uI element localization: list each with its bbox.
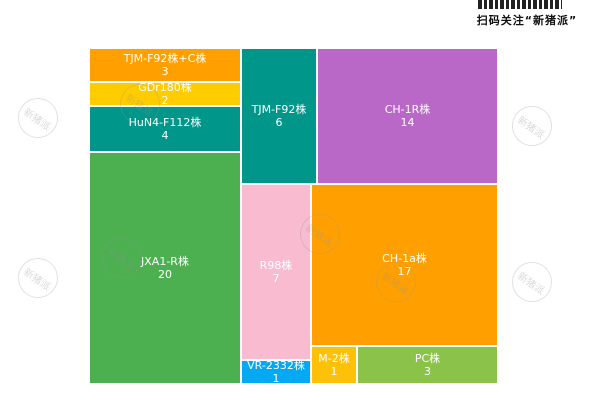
treemap-tile[interactable]: CH-1R株 14 bbox=[317, 48, 498, 184]
tile-label: R98株 bbox=[259, 259, 293, 272]
tile-value: 3 bbox=[161, 65, 169, 78]
qr-code-icon bbox=[478, 0, 562, 9]
tile-value: 14 bbox=[400, 116, 415, 129]
tile-label: M-2株 bbox=[318, 352, 350, 365]
tile-label: GDr180株 bbox=[138, 82, 192, 94]
treemap-tile[interactable]: HuN4-F112株 4 bbox=[89, 106, 241, 152]
treemap-tile[interactable]: GDr180株 2 bbox=[89, 82, 241, 106]
tile-value: 17 bbox=[397, 265, 412, 278]
treemap-tile[interactable]: CH-1a株 17 bbox=[311, 184, 498, 346]
tile-value: 7 bbox=[272, 272, 280, 285]
tile-label: TJM-F92株 bbox=[251, 103, 307, 116]
tile-value: 1 bbox=[272, 372, 280, 384]
treemap-tile[interactable]: VR-2332株 1 bbox=[241, 360, 311, 384]
tile-label: CH-1R株 bbox=[384, 103, 431, 116]
treemap-tile[interactable]: M-2株 1 bbox=[311, 346, 357, 384]
tile-value: 3 bbox=[424, 365, 431, 378]
qr-caption: 扫码关注“新猪派” bbox=[476, 14, 578, 27]
treemap-tile[interactable]: TJM-F92株+C株 3 bbox=[89, 48, 241, 82]
tile-value: 4 bbox=[161, 129, 169, 142]
tile-label: HuN4-F112株 bbox=[128, 116, 202, 129]
tile-value: 20 bbox=[158, 268, 172, 281]
treemap-tile[interactable]: TJM-F92株 6 bbox=[241, 48, 317, 184]
treemap-tile[interactable]: PC株 3 bbox=[357, 346, 498, 384]
tile-value: 2 bbox=[161, 94, 169, 106]
tile-label: JXA1-R株 bbox=[141, 255, 189, 268]
treemap-tile[interactable]: R98株 7 bbox=[241, 184, 311, 360]
treemap-tile[interactable]: JXA1-R株 20 bbox=[89, 152, 241, 384]
tile-label: TJM-F92株+C株 bbox=[123, 52, 207, 65]
tile-label: PC株 bbox=[414, 352, 441, 365]
tile-label: CH-1a株 bbox=[382, 252, 427, 265]
tile-label: VR-2332株 bbox=[247, 360, 305, 372]
tile-value: 6 bbox=[275, 116, 283, 129]
tile-value: 1 bbox=[330, 365, 338, 378]
